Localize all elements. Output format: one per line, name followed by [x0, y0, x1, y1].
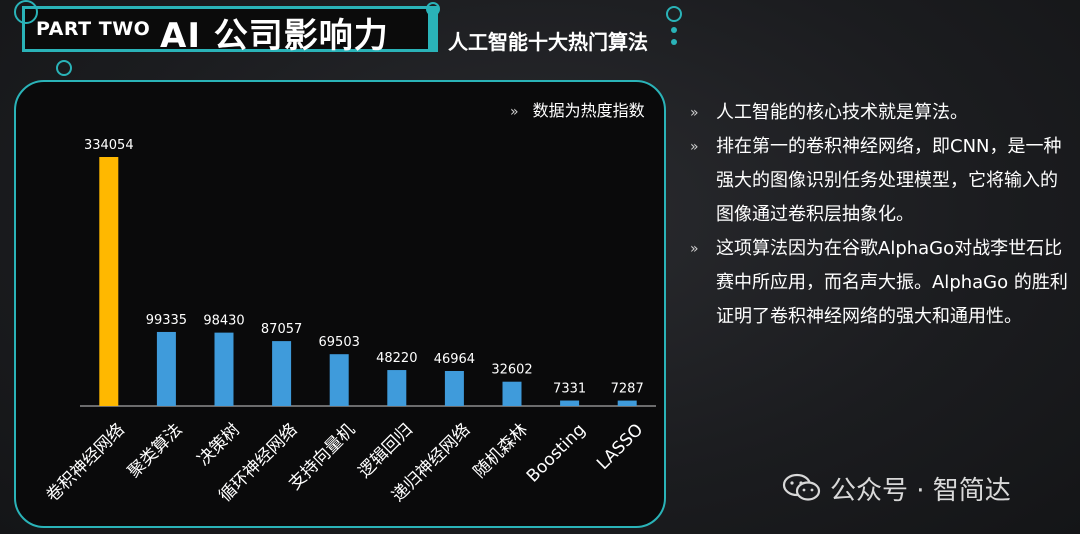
point-item: » 人工智能的核心技术就是算法。 [690, 96, 1070, 130]
point-text: 排在第一的卷积神经网络，即CNN，是一种强大的图像识别任务处理模型，它将输入的图… [716, 136, 1062, 225]
value-label-1: 99335 [146, 313, 187, 328]
value-label-8: 7331 [553, 382, 586, 397]
deco-circle-top-left [14, 0, 38, 24]
header-band [22, 6, 438, 52]
bar-0 [99, 157, 119, 406]
point-item: » 这项算法因为在谷歌AlphaGo对战李世石比赛中所应用，而名声大振。Alpha… [690, 232, 1070, 334]
note-bullet: » [510, 104, 519, 120]
point-text: 这项算法因为在谷歌AlphaGo对战李世石比赛中所应用，而名声大振。AlphaG… [716, 238, 1068, 327]
bar-7 [502, 381, 522, 406]
category-label-2: 决策树 [194, 420, 244, 470]
point-item: » 排在第一的卷积神经网络，即CNN，是一种强大的图像识别任务处理模型，它将输入的… [690, 130, 1070, 232]
deco-dot-2 [671, 39, 677, 45]
deco-dot-1 [671, 27, 677, 33]
value-label-4: 69503 [319, 335, 360, 350]
point-text: 人工智能的核心技术就是算法。 [716, 102, 968, 123]
value-label-5: 48220 [376, 351, 417, 366]
note-text: 数据为热度指数 [532, 101, 645, 120]
point-bullet: » [690, 139, 699, 155]
watermark-text: 公众号 · 智简达 [830, 476, 1011, 506]
bar-1 [156, 331, 176, 406]
category-label-1: 聚类算法 [124, 420, 186, 482]
header-accent [428, 6, 438, 52]
value-label-6: 46964 [434, 352, 475, 367]
category-label-9: LASSO [593, 420, 647, 474]
bar-4 [329, 354, 349, 406]
value-label-0: 334054 [84, 138, 134, 153]
wechat-icon [782, 473, 821, 501]
bar-3 [272, 341, 292, 406]
bar-2 [214, 332, 234, 406]
part-label: PART TWO [36, 18, 151, 40]
deco-circle-bottom [56, 60, 72, 76]
category-label-0: 卷积神经网络 [43, 420, 129, 506]
value-label-9: 7287 [611, 382, 644, 397]
category-label-8: Boosting [523, 420, 590, 487]
deco-circle-top-mid [426, 2, 440, 16]
bar-9 [617, 400, 637, 406]
deco-circle-right [666, 6, 682, 22]
point-bullet: » [690, 241, 699, 257]
value-label-2: 98430 [203, 314, 244, 329]
bar-5 [387, 370, 407, 406]
value-label-3: 87057 [261, 322, 302, 337]
section-title: AI 公司影响力 [160, 16, 389, 56]
key-points: » 人工智能的核心技术就是算法。 » 排在第一的卷积神经网络，即CNN，是一种强大的… [690, 96, 1070, 334]
chart-note: » 数据为热度指数 [510, 97, 645, 121]
bar-8 [560, 400, 580, 406]
chart-frame [14, 80, 666, 528]
value-label-7: 32602 [491, 363, 532, 378]
subtitle: 人工智能十大热门算法 [448, 30, 648, 54]
point-bullet: » [690, 105, 699, 121]
bar-6 [444, 370, 464, 406]
